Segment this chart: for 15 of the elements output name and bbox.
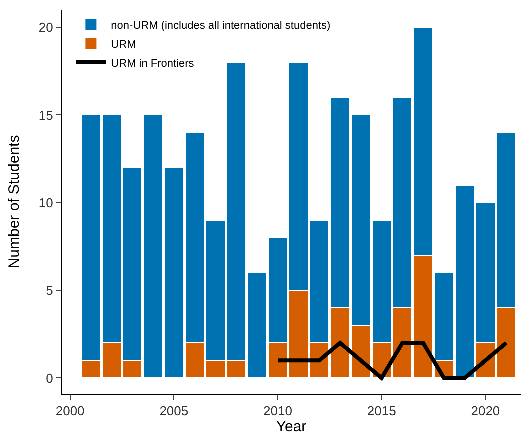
legend-label: non-URM (includes all international students) (111, 20, 331, 32)
x-tick-label: 2005 (160, 404, 189, 419)
y-tick-label: 10 (38, 195, 54, 210)
y-tick-label: 0 (46, 370, 54, 386)
y-tick-label: 5 (46, 283, 54, 298)
x-tick-label: 2010 (264, 404, 292, 419)
y-axis-title: Number of Students (6, 135, 24, 269)
x-tick-label: 2015 (367, 404, 396, 419)
x-tick-label: 2020 (471, 404, 500, 419)
legend-label: URM (111, 38, 136, 51)
x-tick-label: 2000 (56, 404, 85, 419)
y-tick-label: 15 (38, 108, 54, 123)
x-axis-title: Year (276, 418, 307, 436)
y-tick-label: 20 (38, 20, 54, 36)
legend-label: URM in Frontiers (111, 58, 195, 70)
